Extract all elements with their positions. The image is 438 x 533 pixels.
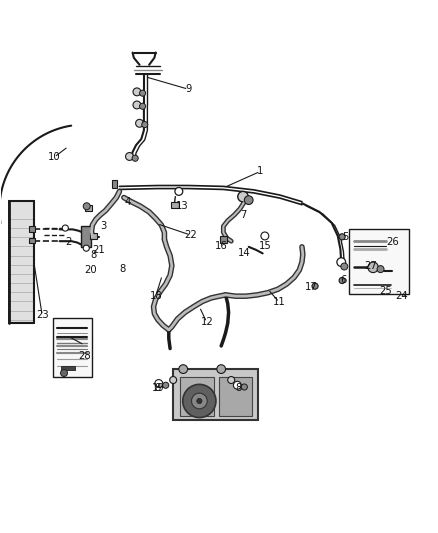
Bar [90, 233, 97, 239]
Bar [220, 236, 227, 244]
Bar [53, 318, 92, 376]
Text: 6: 6 [341, 276, 347, 286]
Circle shape [312, 283, 318, 289]
Bar [219, 377, 252, 416]
Circle shape [337, 258, 346, 266]
Text: 4: 4 [124, 197, 131, 207]
Text: 9: 9 [185, 84, 191, 94]
Circle shape [241, 384, 247, 390]
Circle shape [179, 365, 187, 374]
Circle shape [368, 262, 378, 272]
Circle shape [261, 232, 269, 240]
Text: 11: 11 [273, 297, 286, 308]
Text: 8: 8 [120, 264, 126, 273]
Text: 28: 28 [78, 351, 91, 361]
Text: 18: 18 [149, 291, 162, 301]
Text: 13: 13 [176, 201, 188, 211]
Circle shape [191, 393, 207, 409]
Text: 8: 8 [154, 383, 160, 393]
Text: 26: 26 [386, 238, 399, 247]
Circle shape [142, 122, 148, 128]
Text: 23: 23 [36, 310, 49, 320]
Bar [9, 201, 34, 323]
Bar [28, 227, 35, 231]
Circle shape [217, 365, 226, 374]
Circle shape [228, 376, 235, 384]
Circle shape [339, 277, 345, 284]
Text: 8: 8 [236, 383, 242, 393]
Circle shape [126, 152, 134, 160]
Circle shape [233, 381, 241, 389]
Circle shape [377, 265, 384, 272]
Bar [171, 203, 179, 207]
Circle shape [83, 245, 89, 251]
Text: 20: 20 [84, 265, 96, 275]
Bar [81, 226, 91, 247]
Bar [85, 205, 92, 211]
Circle shape [175, 188, 183, 195]
Bar [112, 180, 117, 188]
Text: 17: 17 [305, 282, 318, 293]
Circle shape [155, 379, 162, 387]
Text: 27: 27 [364, 261, 377, 271]
Text: 8: 8 [90, 250, 96, 260]
Bar [349, 229, 410, 294]
Bar [180, 377, 214, 416]
Circle shape [140, 90, 146, 96]
Circle shape [197, 398, 202, 403]
Text: 22: 22 [184, 230, 197, 240]
Text: 3: 3 [100, 221, 106, 231]
Text: 7: 7 [240, 210, 246, 220]
Text: 5: 5 [343, 232, 349, 242]
Bar [173, 369, 258, 420]
Bar [28, 238, 35, 244]
Circle shape [162, 382, 169, 389]
Text: 1: 1 [257, 166, 264, 176]
Circle shape [238, 191, 248, 202]
Circle shape [132, 155, 138, 161]
Circle shape [339, 234, 345, 240]
Circle shape [244, 196, 253, 205]
Circle shape [341, 263, 348, 270]
Text: 24: 24 [395, 291, 408, 301]
Text: 25: 25 [379, 286, 392, 295]
Circle shape [133, 88, 141, 96]
Circle shape [60, 369, 67, 376]
Text: 10: 10 [48, 152, 60, 163]
Circle shape [140, 103, 146, 109]
Circle shape [62, 225, 68, 231]
Circle shape [136, 119, 144, 127]
Text: 12: 12 [201, 317, 213, 327]
Circle shape [133, 101, 141, 109]
Bar [61, 366, 75, 370]
Text: 19: 19 [152, 383, 165, 393]
Circle shape [183, 384, 216, 417]
Text: 16: 16 [215, 240, 228, 251]
Circle shape [170, 376, 177, 384]
Text: 15: 15 [258, 240, 271, 251]
Circle shape [83, 203, 90, 210]
Text: 14: 14 [238, 248, 251, 259]
Text: 2: 2 [65, 238, 71, 247]
Text: 21: 21 [92, 245, 105, 255]
